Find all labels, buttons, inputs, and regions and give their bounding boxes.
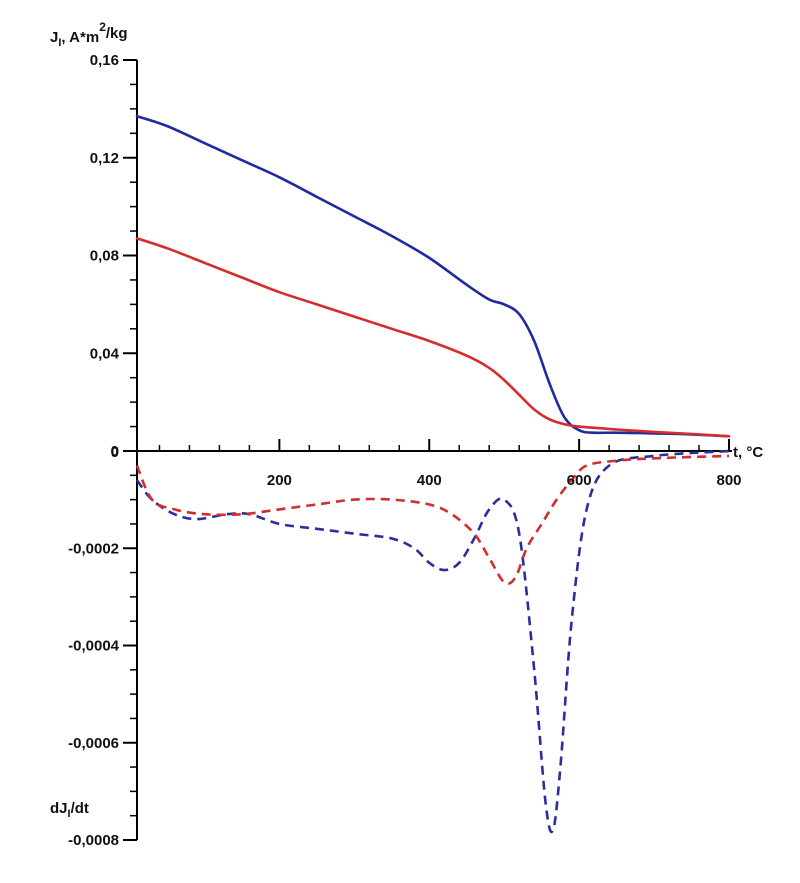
y-upper-tick-label: 0 xyxy=(111,443,119,460)
x-axis-title: t, °C xyxy=(733,444,763,461)
x-tick-label: 200 xyxy=(267,472,292,489)
y-upper-tick-label: 0,08 xyxy=(90,248,119,265)
magnetization-curve-0 xyxy=(135,114,731,438)
axes xyxy=(123,59,732,841)
labels: 0 0,04 0,08 0,12 0,16 -0,0002 -0,0004 -0,0006 -0… xyxy=(50,20,763,849)
x-tick-label: 600 xyxy=(567,472,592,489)
y-zero-tick-label: 0 xyxy=(111,444,119,461)
y-lower-tick-label: -0,0008 xyxy=(68,832,119,849)
y-upper-tick-label: 0,16 xyxy=(90,52,119,69)
x-tick-label: 800 xyxy=(716,472,741,489)
y-upper-tick-label: 0,12 xyxy=(90,150,119,167)
x-tick-label: 400 xyxy=(417,472,442,489)
y-upper-tick-label: 0,04 xyxy=(90,345,120,362)
y-lower-tick-label: -0,0004 xyxy=(68,638,120,655)
derivative-curve-2 xyxy=(135,449,730,834)
magnetization-curve-1 xyxy=(135,237,731,438)
y-upper-axis-title: JI, A*m2/kg xyxy=(50,20,128,49)
y-lower-tick-label: -0,0006 xyxy=(68,735,119,752)
series-layer xyxy=(135,114,731,834)
y-lower-tick-label: -0,0002 xyxy=(68,540,119,557)
y-lower-axis-title: dJI/dt xyxy=(50,800,89,820)
